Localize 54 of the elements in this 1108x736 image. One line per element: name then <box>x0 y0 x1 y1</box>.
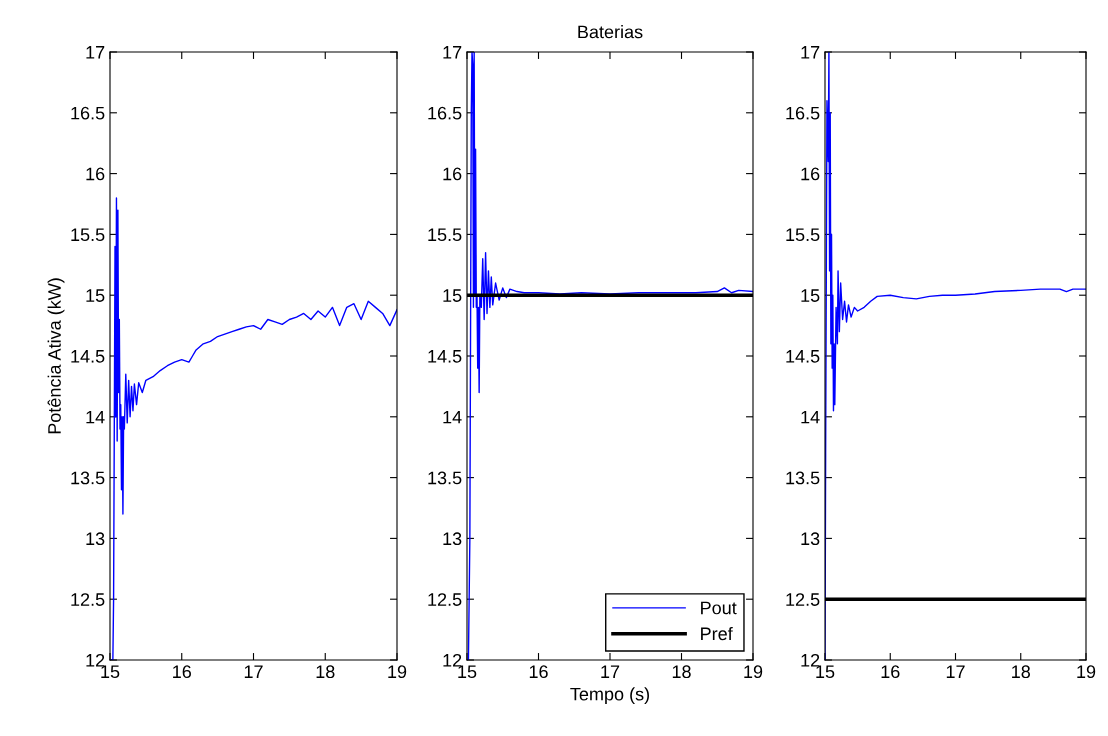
y-tick-label: 14.5 <box>71 350 105 363</box>
legend-label: Pout <box>701 601 737 615</box>
y-tick-label: 17 <box>86 46 105 59</box>
y-tick-label: 15.5 <box>428 228 462 242</box>
x-tick-label: 15 <box>458 665 477 679</box>
x-tick-label: 15 <box>101 665 120 679</box>
y-tick-label: 12 <box>86 653 105 667</box>
x-tick-label: 18 <box>672 665 691 679</box>
y-tick-label: 12.5 <box>786 593 820 606</box>
x-axis-title: Tempo (s) <box>570 687 650 705</box>
x-tick-label: 19 <box>1077 665 1096 679</box>
x-tick-label: 16 <box>529 665 548 679</box>
x-tick-label: 18 <box>1012 665 1031 679</box>
y-tick-label: 17 <box>801 46 820 59</box>
y-tick-label: 12.5 <box>71 593 105 606</box>
y-axis-title: Potência Ativa (kW) <box>47 278 65 434</box>
y-tick-label: 16.5 <box>786 106 820 120</box>
y-tick-label: 13.5 <box>71 471 105 485</box>
legend-label: Pref <box>701 626 733 641</box>
y-tick-label: 15 <box>86 289 105 302</box>
y-tick-label: 16 <box>443 167 462 181</box>
x-tick-label: 18 <box>316 665 335 679</box>
y-tick-label: 12.5 <box>428 593 462 606</box>
y-tick-label: 13 <box>86 532 105 546</box>
y-tick-label: 15 <box>801 289 820 302</box>
x-tick-label: 19 <box>388 665 407 679</box>
chart-title: Baterias <box>578 25 643 39</box>
y-tick-label: 16 <box>86 167 105 181</box>
x-tick-label: 15 <box>816 665 835 679</box>
y-tick-label: 14 <box>801 410 820 424</box>
y-tick-label: 14 <box>443 410 462 424</box>
x-tick-label: 17 <box>244 665 263 678</box>
x-tick-label: 16 <box>173 665 191 679</box>
y-tick-label: 14.5 <box>786 350 820 363</box>
x-tick-label: 16 <box>881 665 900 679</box>
x-tick-label: 19 <box>744 665 763 679</box>
y-tick-label: 15 <box>443 289 462 302</box>
y-tick-label: 15.5 <box>786 228 820 242</box>
x-tick-label: 17 <box>601 665 620 678</box>
y-tick-label: 13 <box>801 532 820 546</box>
y-tick-label: 16 <box>801 167 820 181</box>
y-tick-label: 12 <box>801 653 820 667</box>
y-tick-label: 14 <box>86 410 105 424</box>
y-tick-label: 13.5 <box>428 471 462 485</box>
y-tick-label: 15.5 <box>71 228 105 242</box>
y-tick-label: 14.5 <box>428 350 462 363</box>
y-tick-label: 13.5 <box>786 471 820 485</box>
y-tick-label: 16.5 <box>428 106 462 120</box>
y-tick-label: 16.5 <box>71 106 105 120</box>
line-series <box>467 52 753 660</box>
y-tick-label: 12 <box>443 653 462 667</box>
x-tick-label: 17 <box>946 665 965 678</box>
y-tick-label: 13 <box>443 532 462 546</box>
y-tick-label: 17 <box>443 46 462 59</box>
